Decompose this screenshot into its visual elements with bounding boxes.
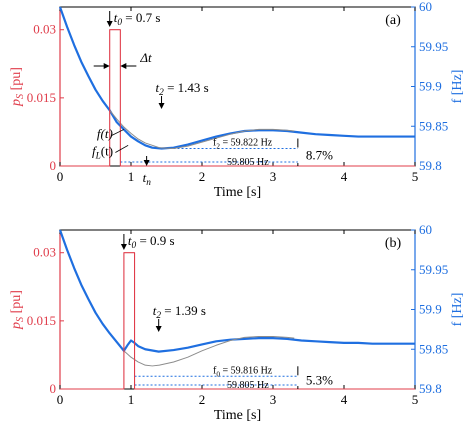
y-right-tick-label: 59.95 [419, 39, 448, 54]
y-left-tick-label: 0.015 [27, 313, 56, 328]
t0-arrow-head [106, 21, 113, 27]
t2-label: t2 = 1.43 s [156, 80, 209, 98]
tn-label: tn [143, 170, 152, 188]
t2-label: t2 = 1.39 s [153, 303, 206, 321]
series-line-ft [58, 6, 415, 150]
y-right-tick-label: 60 [419, 222, 432, 237]
t0-label: t0 = 0.7 s [114, 10, 161, 28]
series-line-flt [123, 336, 295, 367]
y-right-tick-label: 59.8 [419, 381, 442, 396]
y-right-tick-label: 59.9 [419, 79, 442, 94]
x-tick-label: 3 [270, 169, 277, 184]
y-left-tick-label: 0 [50, 381, 57, 396]
y-right-axis-title: f [Hz] [450, 70, 465, 104]
panel-b: 0 1 2 3 4 5 0 0.015 0.03 59.8 59.85 59.9 59.95 60 Time… [9, 222, 465, 423]
reference-label-lower: 59.805 Hz [227, 380, 269, 391]
x-tick-label: 1 [128, 169, 135, 184]
dt-arrow-left-head [103, 63, 110, 69]
y-right-tick-label: 60 [419, 0, 432, 14]
y-left-axis-title: pS [pu] [9, 290, 26, 330]
panel-a: 0 1 2 3 4 5 0 0.015 0.03 59.8 59.85 59.9 59.95 60 Time… [9, 0, 465, 200]
dt-label: Δt [139, 50, 152, 65]
panel-label: (a) [385, 13, 401, 28]
y-right-tick-label: 59.85 [419, 341, 448, 356]
y-left-tick-label: 0.03 [33, 245, 56, 260]
t2-arrow-head [158, 103, 165, 109]
tn-arrow-head [143, 160, 150, 166]
dt-arrow-right-head [120, 63, 127, 69]
x-tick-label: 0 [57, 392, 64, 407]
percent-label: 5.3% [306, 373, 333, 388]
y-left-tick-label: 0.015 [27, 90, 56, 105]
y-right-tick-label: 59.95 [419, 262, 448, 277]
t0-label: t0 = 0.9 s [128, 233, 175, 251]
x-tick-label: 0 [57, 169, 64, 184]
series-line-ps [60, 29, 415, 167]
y-left-axis-title: pS [pu] [9, 67, 26, 107]
x-tick-label: 2 [199, 169, 206, 184]
x-tick-label: 4 [341, 392, 348, 407]
reference-label-upper: f0 = 59.816 Hz [213, 365, 273, 378]
series-leader-fl [115, 144, 129, 153]
y-right-axis-title: f [Hz] [450, 293, 465, 327]
x-axis-title: Time [s] [214, 185, 261, 200]
t0-arrow-head [120, 244, 127, 250]
y-right-tick-label: 59.85 [419, 118, 448, 133]
percent-label: 8.7% [306, 147, 333, 162]
x-axis-title: Time [s] [214, 408, 261, 423]
y-right-tick-label: 59.8 [419, 158, 442, 173]
y-left-tick-label: 0.03 [33, 22, 56, 37]
x-tick-label: 5 [412, 169, 419, 184]
panel-label: (b) [385, 236, 402, 251]
x-tick-label: 4 [341, 169, 348, 184]
series-label-fl: fL(t) [92, 144, 113, 162]
series-label-f: f(t) [97, 126, 113, 141]
series-line-ft [58, 229, 415, 353]
series-line-flt [109, 110, 295, 150]
t2-arrow-head [155, 326, 162, 332]
x-tick-label: 1 [128, 392, 135, 407]
reference-label-upper: f2 = 59.822 Hz [213, 138, 273, 151]
series-line-ps [60, 252, 415, 390]
x-tick-label: 2 [199, 392, 206, 407]
reference-label-lower: 59.805 Hz [227, 157, 269, 168]
series-leader-f [110, 129, 125, 137]
y-left-tick-label: 0 [50, 158, 57, 173]
x-tick-label: 3 [270, 392, 277, 407]
x-tick-label: 5 [412, 392, 419, 407]
y-right-tick-label: 59.9 [419, 302, 442, 317]
